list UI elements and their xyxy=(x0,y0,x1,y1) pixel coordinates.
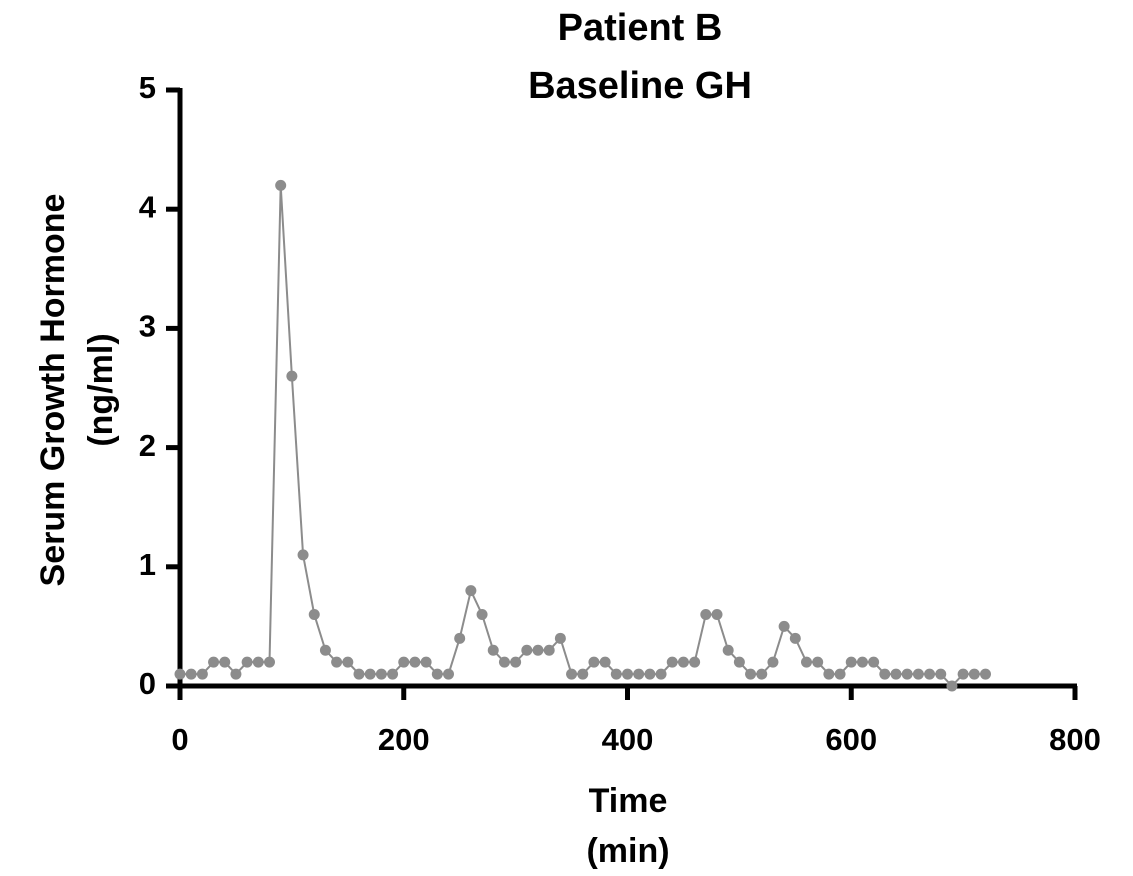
data-point xyxy=(398,656,410,668)
y-tick-label: 0 xyxy=(139,666,156,701)
data-point xyxy=(420,656,432,668)
data-point xyxy=(174,668,186,680)
data-point xyxy=(510,656,522,668)
x-tick-label: 0 xyxy=(171,722,188,757)
data-point xyxy=(521,644,533,656)
data-point xyxy=(588,656,600,668)
x-axis-label: Time xyxy=(589,782,668,820)
data-point xyxy=(946,680,958,692)
y-tick-label: 4 xyxy=(139,189,157,224)
data-point xyxy=(957,668,969,680)
data-point xyxy=(286,370,298,382)
data-point xyxy=(208,656,220,668)
chart-title: Baseline GH xyxy=(528,65,752,107)
data-point xyxy=(465,585,477,597)
data-point xyxy=(275,179,287,191)
data-point xyxy=(331,656,343,668)
data-point xyxy=(689,656,701,668)
data-point xyxy=(879,668,891,680)
data-point xyxy=(431,668,443,680)
data-point xyxy=(241,656,253,668)
data-point xyxy=(901,668,913,680)
data-point xyxy=(812,656,824,668)
data-point xyxy=(789,632,801,644)
data-point xyxy=(778,620,790,632)
data-point xyxy=(666,656,678,668)
data-point xyxy=(868,656,880,668)
x-tick-label: 200 xyxy=(378,722,430,757)
data-point xyxy=(554,632,566,644)
data-point xyxy=(308,608,320,620)
data-point xyxy=(622,668,633,680)
data-point xyxy=(980,668,991,680)
data-point xyxy=(935,668,947,680)
data-point xyxy=(700,608,712,620)
x-tick-label: 600 xyxy=(825,722,877,757)
data-point xyxy=(577,668,589,680)
data-point xyxy=(566,668,578,680)
chart-title: Patient B xyxy=(558,7,723,49)
data-point xyxy=(845,656,857,668)
y-tick-label: 3 xyxy=(139,309,156,344)
data-point xyxy=(801,656,812,668)
data-point xyxy=(610,668,622,680)
data-point xyxy=(856,656,868,668)
data-point xyxy=(387,668,399,680)
y-tick-label: 1 xyxy=(139,547,156,582)
data-point xyxy=(252,656,264,668)
data-point xyxy=(924,668,936,680)
data-point xyxy=(353,668,365,680)
data-point xyxy=(733,656,745,668)
x-tick-label: 400 xyxy=(602,722,654,757)
data-point xyxy=(375,668,387,680)
y-tick-label: 5 xyxy=(139,70,156,105)
data-point xyxy=(711,608,723,620)
data-point xyxy=(677,656,689,668)
x-axis-label: (min) xyxy=(586,832,669,870)
data-point xyxy=(297,549,309,561)
data-point xyxy=(823,668,835,680)
y-tick-label: 2 xyxy=(139,428,156,463)
data-point xyxy=(767,656,779,668)
data-point xyxy=(230,668,242,680)
data-point xyxy=(364,668,376,680)
data-point xyxy=(655,668,667,680)
data-point xyxy=(745,668,757,680)
data-point xyxy=(599,656,611,668)
y-axis-label: Serum Growth Hormone xyxy=(34,194,72,587)
y-axis-label: (ng/ml) xyxy=(82,333,120,446)
x-tick-label: 800 xyxy=(1049,722,1101,757)
data-point xyxy=(409,656,421,668)
data-point xyxy=(912,668,924,680)
data-point xyxy=(543,644,555,656)
data-point xyxy=(498,656,510,668)
data-point xyxy=(644,668,656,680)
data-point xyxy=(196,668,208,680)
data-point xyxy=(890,668,902,680)
data-point xyxy=(722,644,734,656)
data-point xyxy=(532,644,544,656)
data-point xyxy=(756,668,768,680)
data-point xyxy=(185,668,197,680)
data-point xyxy=(487,644,499,656)
series-line xyxy=(180,185,986,688)
data-point xyxy=(834,668,846,680)
data-point xyxy=(443,668,454,680)
data-point xyxy=(319,644,331,656)
data-point xyxy=(968,668,980,680)
data-point xyxy=(633,668,645,680)
data-point xyxy=(454,632,466,644)
data-point xyxy=(219,656,231,668)
data-point xyxy=(476,608,488,620)
data-point xyxy=(342,656,354,668)
data-point xyxy=(264,656,275,668)
